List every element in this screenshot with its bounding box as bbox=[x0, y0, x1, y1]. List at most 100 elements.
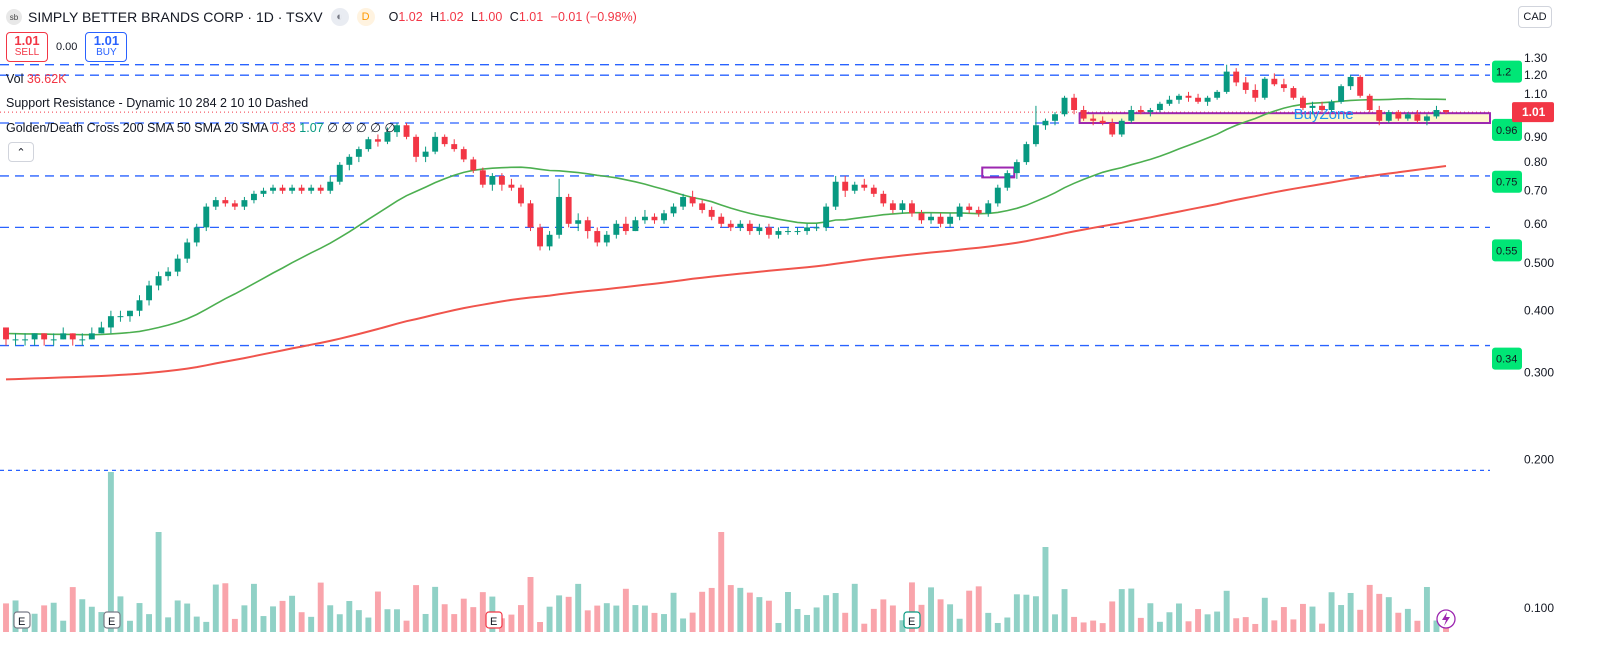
buy-button[interactable]: 1.01 BUY bbox=[85, 32, 128, 62]
volume-bar bbox=[231, 618, 238, 632]
sell-button[interactable]: 1.01 SELL bbox=[6, 32, 48, 62]
volume-bar bbox=[508, 614, 515, 632]
legend-support-resistance[interactable]: Support Resistance - Dynamic 10 284 2 10… bbox=[6, 96, 309, 110]
candle-body bbox=[1366, 95, 1373, 111]
volume-bar bbox=[994, 622, 1001, 632]
candle-body bbox=[899, 203, 906, 210]
candle-body bbox=[355, 149, 362, 157]
volume-bar bbox=[1385, 597, 1392, 632]
candle-body bbox=[1099, 120, 1106, 124]
candle-body bbox=[1299, 97, 1306, 108]
candle-body bbox=[518, 187, 524, 204]
volume-bar bbox=[422, 613, 429, 632]
volume-bar bbox=[127, 620, 133, 632]
volume-bar bbox=[1013, 594, 1020, 632]
candle-body bbox=[756, 227, 763, 232]
candle-body bbox=[222, 200, 229, 204]
candle-body bbox=[670, 206, 677, 214]
volume-bar bbox=[727, 585, 734, 632]
legend-volume[interactable]: Vol 36.62K bbox=[6, 72, 67, 86]
candle-body bbox=[69, 333, 76, 340]
candle-body bbox=[851, 184, 858, 191]
candle-body bbox=[832, 181, 839, 207]
candle-body bbox=[1443, 110, 1449, 113]
candle-body bbox=[136, 300, 143, 311]
candle-body bbox=[193, 227, 200, 243]
candle-body bbox=[289, 187, 296, 191]
volume-bar bbox=[1195, 609, 1202, 632]
candle-body bbox=[546, 234, 553, 247]
delayed-data-badge[interactable]: D bbox=[356, 8, 375, 26]
earnings-marker-label: E bbox=[490, 616, 497, 628]
candle-body bbox=[527, 203, 534, 228]
volume-bar bbox=[937, 599, 944, 632]
candle-body bbox=[556, 196, 563, 235]
volume-bar bbox=[765, 600, 772, 632]
volume-bar bbox=[1414, 620, 1421, 632]
candle-body bbox=[594, 231, 601, 243]
candle-body bbox=[575, 220, 582, 224]
collapse-legend-chevron-up-icon[interactable]: ⌃ bbox=[8, 142, 34, 162]
candle-body bbox=[1052, 114, 1058, 121]
volume-bar bbox=[594, 605, 601, 632]
candle-body bbox=[394, 125, 400, 133]
candle-body bbox=[1338, 86, 1345, 102]
candle-body bbox=[107, 316, 114, 328]
sr-price-tag bbox=[1492, 60, 1522, 83]
earnings-marker-icon: E bbox=[13, 611, 31, 629]
candle-body bbox=[1195, 97, 1202, 102]
candle-body bbox=[260, 190, 267, 194]
earnings-marker-icon: E bbox=[485, 611, 503, 629]
sr-price-tag bbox=[1492, 118, 1522, 141]
volume-bar bbox=[69, 587, 76, 632]
symbol-title[interactable]: SIMPLY BETTER BRANDS CORP · 1D · TSXV bbox=[28, 9, 323, 25]
candle-body bbox=[613, 223, 620, 235]
volume-bar bbox=[203, 621, 210, 632]
axis-tick-label: 1.10 bbox=[1524, 87, 1548, 101]
candle-body bbox=[975, 209, 982, 214]
volume-bar bbox=[432, 586, 439, 632]
volume-bar bbox=[1061, 589, 1068, 632]
candle-body bbox=[1309, 105, 1316, 108]
candle-body bbox=[861, 184, 868, 188]
volume-bar bbox=[556, 595, 563, 632]
sr-price-tag bbox=[1492, 239, 1522, 262]
volume-bar bbox=[165, 617, 172, 632]
candle-body bbox=[889, 203, 896, 210]
volume-bar bbox=[1252, 623, 1259, 632]
volume-bar bbox=[1166, 612, 1173, 632]
earnings-marker-icon: E bbox=[103, 611, 121, 629]
volume-bar bbox=[146, 614, 153, 632]
candle-body bbox=[870, 187, 877, 194]
candle-body bbox=[985, 203, 992, 214]
volume-bar bbox=[699, 591, 706, 632]
candle-body bbox=[1204, 97, 1211, 102]
currency-selector[interactable]: CAD bbox=[1518, 6, 1552, 28]
earnings-marker-label: E bbox=[108, 616, 115, 628]
candle-body bbox=[966, 206, 973, 210]
volume-bar bbox=[98, 612, 105, 632]
volume-bar bbox=[689, 612, 696, 632]
volume-bar bbox=[441, 604, 448, 632]
volume-bar bbox=[1328, 592, 1335, 632]
candle-body bbox=[155, 276, 162, 286]
volume-bar bbox=[889, 605, 896, 632]
volume-bar bbox=[947, 604, 954, 632]
volume-bar bbox=[632, 605, 639, 632]
volume-bar bbox=[680, 618, 687, 632]
legend-golden-death-cross[interactable]: Golden/Death Cross 200 SMA 50 SMA 20 SMA… bbox=[6, 121, 396, 135]
candle-body bbox=[785, 231, 791, 233]
candle-body bbox=[1385, 112, 1392, 121]
candle-body bbox=[1109, 123, 1116, 135]
candles bbox=[3, 64, 1449, 346]
candle-body bbox=[308, 187, 315, 191]
axis-tick-label: 0.90 bbox=[1524, 130, 1548, 144]
buy-zone[interactable]: BuyZone bbox=[981, 106, 1491, 179]
price-axis[interactable]: 1.301.201.101.000.900.800.700.600.5000.4… bbox=[1492, 51, 1554, 615]
volume-bar bbox=[1185, 621, 1192, 632]
volume-bar bbox=[1376, 593, 1383, 632]
candle-body bbox=[1061, 97, 1068, 115]
candle-body bbox=[1414, 114, 1421, 121]
candle-body bbox=[146, 285, 153, 301]
